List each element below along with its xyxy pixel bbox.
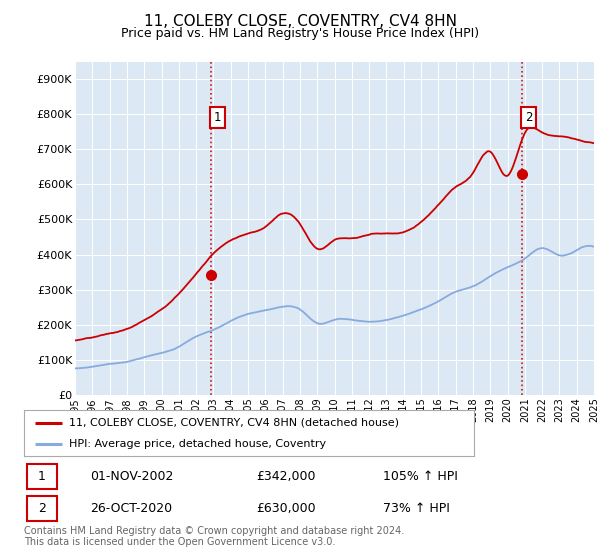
Text: 1: 1 (38, 470, 46, 483)
Text: HPI: Average price, detached house, Coventry: HPI: Average price, detached house, Cove… (69, 439, 326, 449)
Text: £630,000: £630,000 (256, 502, 316, 515)
Text: 105% ↑ HPI: 105% ↑ HPI (383, 470, 458, 483)
Text: 73% ↑ HPI: 73% ↑ HPI (383, 502, 449, 515)
Text: 11, COLEBY CLOSE, COVENTRY, CV4 8HN (detached house): 11, COLEBY CLOSE, COVENTRY, CV4 8HN (det… (69, 418, 399, 428)
Text: Contains HM Land Registry data © Crown copyright and database right 2024.
This d: Contains HM Land Registry data © Crown c… (24, 526, 404, 548)
Text: 26-OCT-2020: 26-OCT-2020 (90, 502, 172, 515)
Text: Price paid vs. HM Land Registry's House Price Index (HPI): Price paid vs. HM Land Registry's House … (121, 27, 479, 40)
Text: 2: 2 (525, 111, 532, 124)
FancyBboxPatch shape (27, 464, 57, 489)
Text: 1: 1 (214, 111, 221, 124)
FancyBboxPatch shape (27, 496, 57, 521)
Text: £342,000: £342,000 (256, 470, 316, 483)
Text: 11, COLEBY CLOSE, COVENTRY, CV4 8HN: 11, COLEBY CLOSE, COVENTRY, CV4 8HN (143, 14, 457, 29)
Text: 01-NOV-2002: 01-NOV-2002 (90, 470, 173, 483)
Text: 2: 2 (38, 502, 46, 515)
